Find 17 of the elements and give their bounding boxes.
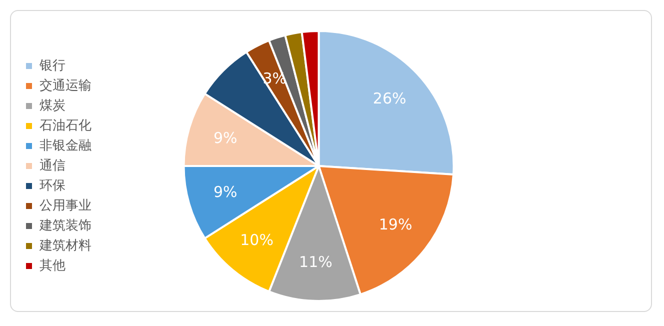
legend-label: 公用事业 <box>40 198 92 214</box>
legend-label: 建筑材料 <box>38 238 92 254</box>
data-label: 26% <box>372 89 406 108</box>
data-label: 11% <box>299 253 332 272</box>
legend-label: 煤炭 <box>40 98 66 114</box>
legend-label: 银行 <box>38 58 66 74</box>
legend-label: 非银金融 <box>40 138 92 154</box>
legend-label: 环保 <box>40 178 66 194</box>
legend-label: 通信 <box>40 158 66 174</box>
data-label: 9% <box>214 128 238 147</box>
legend-label: 其他 <box>40 258 66 274</box>
legend-label: 建筑装饰 <box>38 218 92 234</box>
legend-label: 石油石化 <box>40 118 92 134</box>
legend-label: 交通运输 <box>40 77 92 94</box>
data-label: 19% <box>378 215 412 234</box>
data-label: 10% <box>240 230 274 249</box>
data-label: 9% <box>214 183 238 202</box>
